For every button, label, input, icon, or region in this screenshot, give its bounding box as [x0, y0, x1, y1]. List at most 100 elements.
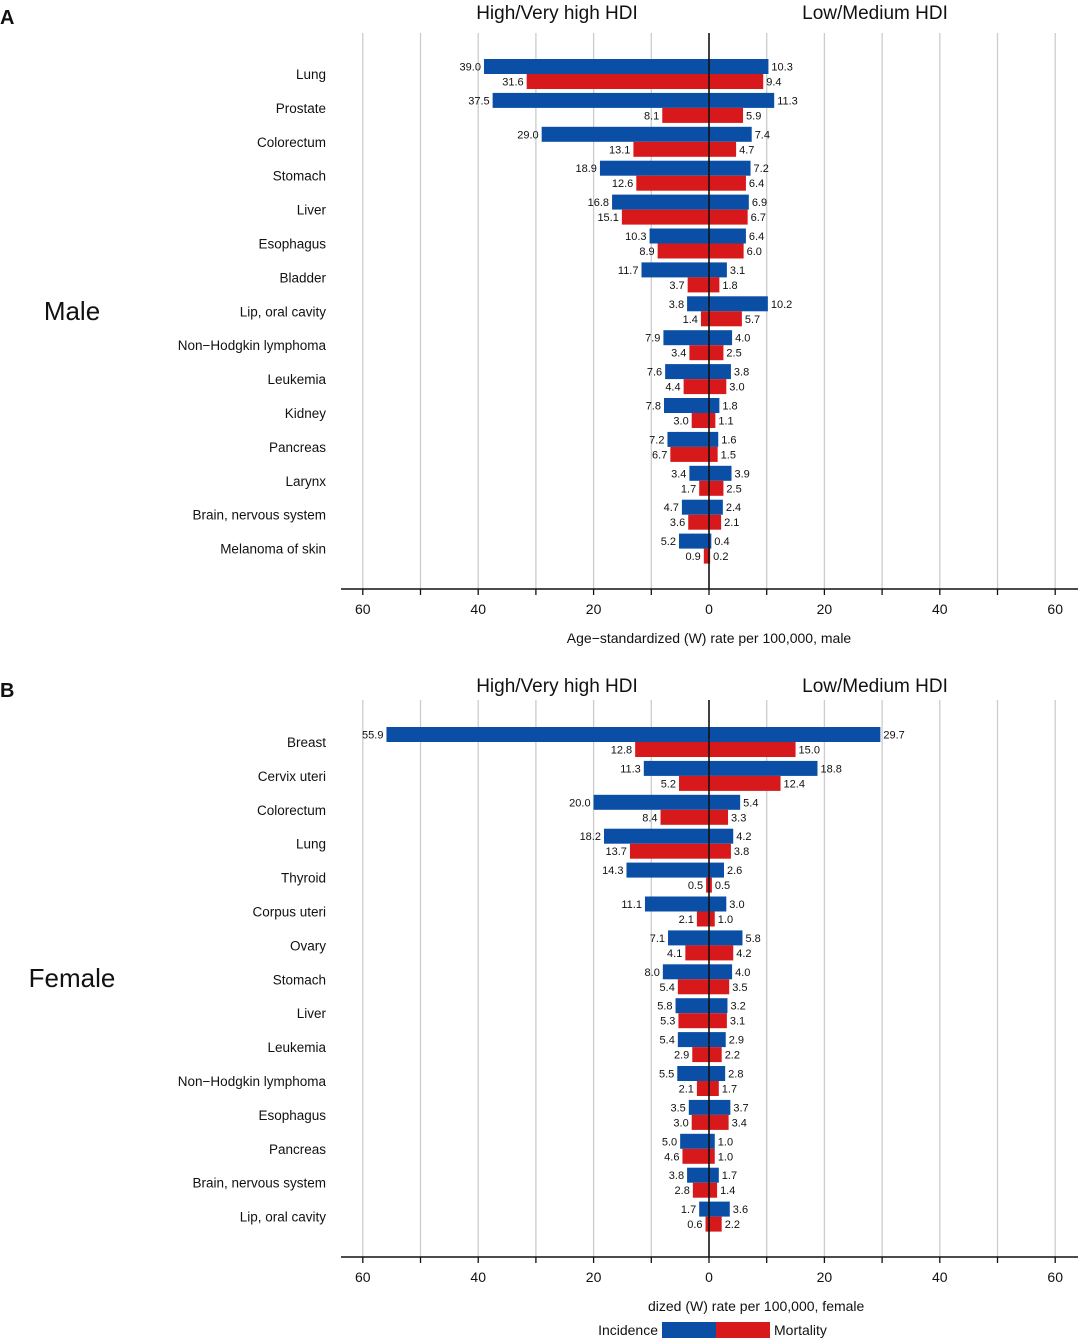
data-label: 3.6: [670, 517, 685, 529]
data-label: 2.5: [726, 483, 741, 495]
incidence-bar-high-hdi: [677, 1032, 709, 1048]
data-label: 39.0: [460, 62, 481, 74]
mortality-bar-high-hdi: [683, 379, 709, 395]
data-label: 12.8: [611, 745, 632, 757]
panel-letter: B: [0, 680, 14, 702]
data-label: 37.5: [468, 95, 489, 107]
mortality-bar-high-hdi: [662, 107, 709, 123]
incidence-bar-low-hdi: [709, 431, 719, 447]
data-label: 1.8: [722, 401, 737, 413]
incidence-bar-high-hdi: [668, 930, 709, 946]
legend-swatch-mortality: [716, 1322, 770, 1338]
x-tick-label: 20: [586, 1269, 602, 1285]
data-label: 5.3: [660, 1016, 675, 1028]
x-tick-label: 60: [355, 1269, 371, 1285]
incidence-bar-high-hdi: [678, 533, 709, 549]
legend-swatch-incidence: [662, 1322, 716, 1338]
data-label: 7.4: [755, 129, 770, 141]
data-label: 3.7: [669, 280, 684, 292]
data-label: 31.6: [502, 77, 523, 89]
incidence-bar-high-hdi: [699, 1201, 709, 1217]
incidence-bar-high-hdi: [688, 1099, 709, 1115]
category-label: Leukemia: [267, 1040, 326, 1055]
incidence-bar-low-hdi: [709, 92, 775, 108]
data-label: 3.6: [733, 1204, 748, 1216]
category-label: Lip, oral cavity: [240, 1210, 327, 1225]
data-label: 5.7: [745, 314, 760, 326]
data-label: 3.0: [729, 382, 744, 394]
mortality-bar-high-hdi: [633, 141, 709, 157]
data-label: 18.9: [576, 163, 597, 175]
incidence-bar-low-hdi: [709, 364, 731, 380]
x-axis-label: Age−standardized (W) rate per 100,000, m…: [567, 630, 852, 646]
mortality-bar-low-hdi: [709, 379, 727, 395]
data-label: 2.8: [675, 1185, 690, 1197]
mortality-bar-high-hdi: [692, 1047, 709, 1063]
mortality-bar-low-hdi: [709, 446, 718, 462]
category-label: Non−Hodgkin lymphoma: [178, 338, 327, 353]
incidence-bar-high-hdi: [641, 262, 709, 278]
mortality-bar-low-hdi: [709, 413, 716, 428]
incidence-bar-low-hdi: [709, 160, 751, 176]
x-axis-label: dized (W) rate per 100,000, female: [648, 1298, 865, 1314]
mortality-bar-high-hdi: [687, 277, 709, 293]
data-label: 1.4: [720, 1185, 735, 1197]
data-label: 12.4: [784, 778, 805, 790]
data-label: 3.5: [671, 1102, 686, 1114]
data-label: 12.6: [612, 178, 633, 190]
category-label: Cervix uteri: [258, 769, 326, 784]
category-label: Kidney: [285, 406, 327, 421]
data-label: 13.1: [609, 144, 630, 156]
data-label: 0.6: [687, 1219, 702, 1231]
data-label: 1.5: [721, 449, 736, 461]
data-label: 55.9: [362, 730, 383, 742]
mortality-bar-high-hdi: [689, 345, 709, 361]
data-label: 0.4: [714, 536, 729, 548]
data-label: 4.1: [667, 948, 682, 960]
data-label: 1.4: [683, 314, 698, 326]
data-label: 29.7: [883, 730, 904, 742]
x-tick-label: 0: [705, 1269, 713, 1285]
data-label: 20.0: [569, 797, 590, 809]
data-label: 14.3: [602, 865, 623, 877]
category-label: Ovary: [290, 938, 326, 953]
data-label: 8.0: [645, 967, 660, 979]
legend: Incidence Mortality: [598, 1322, 827, 1338]
incidence-bar-high-hdi: [603, 828, 709, 844]
incidence-bar-low-hdi: [709, 964, 733, 980]
data-label: 3.0: [673, 1117, 688, 1129]
data-label: 1.1: [718, 416, 733, 428]
mortality-bar-low-hdi: [709, 277, 720, 293]
x-tick-label: 60: [1047, 601, 1063, 617]
data-label: 29.0: [517, 129, 538, 141]
data-label: 4.7: [664, 502, 679, 514]
incidence-bar-high-hdi: [680, 1133, 709, 1149]
mortality-bar-high-hdi: [678, 1013, 709, 1029]
data-label: 3.8: [669, 1170, 684, 1182]
mortality-bar-high-hdi: [688, 514, 709, 530]
incidence-bar-low-hdi: [709, 499, 723, 515]
data-label: 10.3: [625, 231, 646, 243]
data-label: 11.3: [777, 95, 798, 107]
incidence-bar-low-hdi: [709, 194, 749, 210]
category-label: Corpus uteri: [252, 905, 326, 920]
group-label: Male: [44, 296, 100, 326]
category-label: Esophagus: [258, 1108, 326, 1123]
data-label: 2.1: [679, 1084, 694, 1096]
mortality-bar-low-hdi: [709, 243, 744, 259]
incidence-bar-high-hdi: [663, 398, 709, 413]
category-label: Bladder: [279, 270, 326, 285]
data-label: 7.1: [650, 933, 665, 945]
mortality-bar-high-hdi: [705, 1216, 709, 1232]
incidence-bar-low-hdi: [709, 533, 712, 549]
incidence-bar-low-hdi: [709, 1066, 726, 1081]
mortality-bar-low-hdi: [709, 979, 730, 995]
left-header: High/Very high HDI: [476, 3, 638, 24]
mortality-bar-low-hdi: [709, 1114, 729, 1130]
category-label: Melanoma of skin: [220, 542, 326, 557]
category-label: Brain, nervous system: [192, 508, 326, 523]
mortality-bar-high-hdi: [706, 877, 709, 893]
incidence-bar-high-hdi: [667, 431, 709, 447]
panel-b-female: B Female High/Very high HDI Low/Medium HDI B…: [0, 676, 1078, 1314]
mortality-bar-high-hdi: [629, 843, 709, 859]
